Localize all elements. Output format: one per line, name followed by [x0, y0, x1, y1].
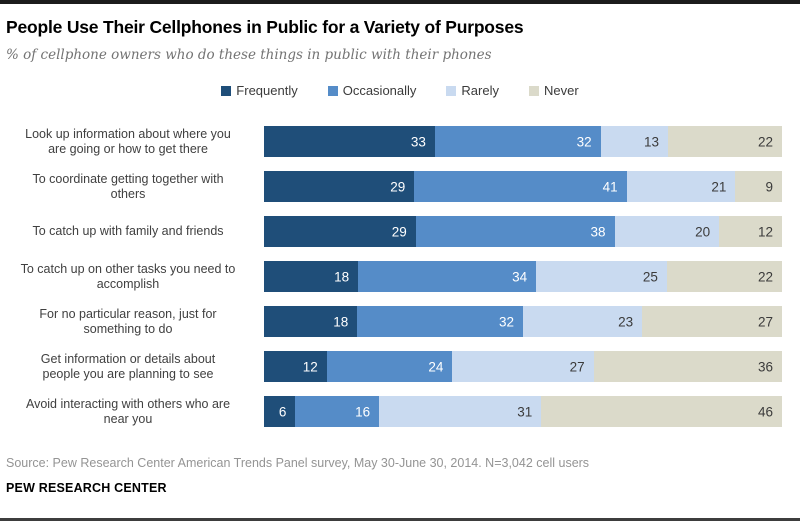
bar-segment: 46 [541, 396, 782, 427]
bar-track: 18 34 25 22 [264, 261, 783, 292]
bar-value-label: 12 [302, 359, 318, 374]
chart-row: For no particular reason, just for somet… [0, 299, 800, 344]
bar-segment: 38 [415, 216, 615, 247]
category-label: To catch up on other tasks you need to a… [20, 261, 236, 291]
bar-value-label: 24 [428, 359, 444, 374]
bar-segment: 22 [668, 126, 782, 157]
bar-segment: 13 [600, 126, 669, 157]
bar-value-label: 29 [390, 179, 406, 194]
bar-segment: 22 [666, 261, 783, 292]
legend-label: Occasionally [342, 83, 417, 98]
bar-value-label: 9 [765, 179, 773, 194]
bar-segment: 6 [264, 396, 296, 427]
bar-segment: 16 [295, 396, 380, 427]
bar-value-label: 22 [757, 269, 774, 284]
top-accent-bar [0, 0, 800, 4]
bar-track: 29 41 21 9 [264, 171, 782, 202]
bar-value-label: 31 [517, 404, 533, 419]
source-note: Source: Pew Research Center American Tre… [6, 456, 590, 470]
bar-value-label: 18 [334, 269, 350, 284]
bar-value-label: 22 [757, 134, 773, 149]
bar-segment: 27 [452, 351, 594, 382]
bar-segment: 25 [536, 261, 667, 292]
bar-segment: 18 [264, 261, 359, 292]
chart-row: To catch up on other tasks you need to a… [0, 254, 800, 299]
chart-row: To catch up with family and friends 29 38 2… [0, 209, 800, 254]
chart-row: Get information or details about people … [0, 344, 800, 389]
bar-value-label: 21 [711, 179, 727, 194]
page-title: People Use Their Cellphones in Public fo… [6, 17, 524, 37]
chart-row: Avoid interacting with others who are ne… [0, 389, 800, 434]
legend-item: Never [529, 83, 579, 98]
bar-segment: 27 [642, 306, 782, 337]
bar-segment: 12 [264, 351, 327, 382]
chart-row: To coordinate getting together with othe… [0, 164, 800, 209]
legend-swatch-icon [221, 85, 232, 96]
legend-label: Never [544, 83, 579, 98]
brand-footer: PEW RESEARCH CENTER [6, 481, 167, 495]
category-label: Avoid interacting with others who are ne… [25, 396, 231, 426]
stacked-bar-chart: Look up information about where you are … [0, 119, 800, 434]
bar-value-label: 32 [576, 134, 592, 149]
bar-value-label: 20 [695, 224, 711, 239]
bar-value-label: 34 [512, 269, 528, 284]
bar-segment: 33 [264, 126, 435, 157]
legend-swatch-icon [529, 85, 539, 96]
bar-segment: 29 [264, 171, 415, 202]
category-label: To catch up with family and friends [32, 224, 224, 238]
bar-value-label: 18 [333, 314, 349, 329]
category-label: To coordinate getting together with othe… [32, 171, 224, 201]
bar-value-label: 29 [391, 224, 407, 239]
bar-value-label: 33 [410, 134, 426, 149]
legend-label: Rarely [461, 83, 499, 98]
legend-item: Occasionally [327, 83, 417, 98]
legend-swatch-icon [446, 85, 457, 96]
bar-value-label: 38 [590, 224, 606, 239]
bar-segment: 31 [379, 396, 542, 427]
legend-item: Rarely [446, 83, 499, 98]
bar-segment: 21 [626, 171, 736, 202]
bar-track: 6 16 31 46 [264, 396, 782, 427]
legend-label: Frequently [236, 83, 298, 98]
bar-track: 12 24 27 36 [264, 351, 782, 382]
bar-value-label: 27 [757, 314, 773, 329]
bar-segment: 24 [326, 351, 453, 382]
category-label: Look up information about where you are … [25, 126, 231, 156]
bar-value-label: 46 [757, 404, 773, 419]
legend-swatch-icon [327, 85, 338, 96]
bar-segment: 34 [358, 261, 537, 292]
category-label: Get information or details about people … [40, 351, 216, 381]
bar-segment: 23 [523, 306, 643, 337]
bar-value-label: 27 [569, 359, 585, 374]
bar-segment: 29 [264, 216, 416, 247]
bar-segment: 20 [614, 216, 720, 247]
bar-value-label: 12 [757, 224, 773, 239]
bar-segment: 36 [593, 351, 782, 382]
legend-item: Frequently [221, 83, 298, 98]
bar-value-label: 36 [757, 359, 773, 374]
bar-track: 33 32 13 22 [264, 126, 782, 157]
bar-value-label: 32 [498, 314, 514, 329]
category-label: For no particular reason, just for somet… [39, 306, 217, 336]
bar-segment: 32 [434, 126, 601, 157]
bar-segment: 18 [264, 306, 358, 337]
bar-value-label: 13 [644, 134, 660, 149]
bar-value-label: 41 [602, 179, 618, 194]
bar-value-label: 16 [355, 404, 371, 419]
bar-track: 18 32 23 27 [264, 306, 782, 337]
bar-segment: 32 [357, 306, 523, 337]
bar-segment: 41 [414, 171, 627, 202]
bar-value-label: 6 [278, 404, 287, 419]
bar-value-label: 25 [642, 269, 658, 284]
bar-segment: 12 [719, 216, 782, 247]
bar-segment: 9 [735, 171, 782, 202]
bar-value-label: 23 [618, 314, 634, 329]
page-subtitle: % of cellphone owners who do these thing… [6, 47, 492, 63]
legend: Frequently Occasionally Rarely Never [0, 83, 800, 98]
bottom-rule [0, 518, 800, 521]
chart-row: Look up information about where you are … [0, 119, 800, 164]
bar-track: 29 38 20 12 [264, 216, 782, 247]
